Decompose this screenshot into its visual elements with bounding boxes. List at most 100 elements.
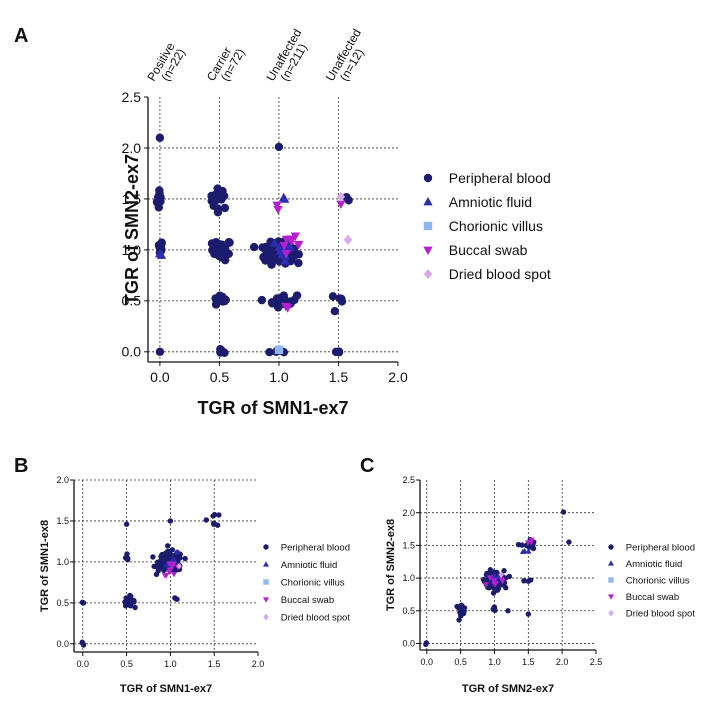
data-point-peripheral-blood bbox=[220, 244, 230, 253]
x-tick-label: 1.5 bbox=[208, 659, 221, 669]
data-point-peripheral-blood bbox=[167, 518, 174, 524]
data-point-peripheral-blood bbox=[155, 347, 165, 357]
data-point-peripheral-blood bbox=[169, 547, 176, 553]
data-point-buccal-swab bbox=[491, 578, 498, 584]
legend-marker-amniotic-fluid bbox=[423, 196, 433, 206]
legend-marker-dried-blood-spot bbox=[608, 609, 614, 617]
data-point-peripheral-blood bbox=[150, 554, 156, 560]
x-tick-label: 2.0 bbox=[252, 659, 265, 669]
legend-marker-chorionic-villus bbox=[263, 579, 269, 585]
data-points bbox=[152, 133, 353, 358]
data-point-peripheral-blood bbox=[334, 348, 344, 357]
x-tick-label: 1.0 bbox=[269, 369, 289, 385]
data-point-amniotic-fluid bbox=[154, 248, 165, 258]
data-points bbox=[79, 511, 222, 648]
legend-marker-chorionic-villus bbox=[423, 221, 433, 231]
x-tick-label: 1.0 bbox=[164, 659, 177, 669]
y-tick-label: 2.5 bbox=[402, 475, 415, 485]
data-point-amniotic-fluid bbox=[269, 238, 280, 247]
data-point-dried-blood-spot bbox=[336, 191, 346, 202]
data-point-peripheral-blood bbox=[155, 186, 164, 195]
data-point-peripheral-blood bbox=[211, 511, 218, 518]
data-point-buccal-swab bbox=[273, 206, 283, 215]
data-point-peripheral-blood bbox=[203, 517, 210, 523]
data-point-dried-blood-spot bbox=[343, 234, 353, 245]
legend-marker-buccal-swab bbox=[608, 594, 614, 600]
legend-marker-buccal-swab bbox=[423, 246, 433, 256]
data-point-peripheral-blood bbox=[342, 193, 351, 202]
x-tick-label: 0.5 bbox=[120, 659, 133, 669]
legend-label: Dried blood spot bbox=[626, 608, 696, 619]
data-point-peripheral-blood bbox=[174, 596, 180, 602]
y-tick-label: 0.5 bbox=[56, 598, 69, 608]
data-point-buccal-swab bbox=[281, 250, 291, 259]
data-point-dried-blood-spot bbox=[176, 562, 182, 570]
y-tick-label: 1.5 bbox=[122, 191, 142, 207]
x-tick-label: 2.0 bbox=[556, 657, 569, 667]
legend-label: Dried blood spot bbox=[449, 266, 551, 282]
data-point-peripheral-blood bbox=[212, 294, 221, 303]
data-point-peripheral-blood bbox=[153, 571, 160, 578]
data-point-peripheral-blood bbox=[249, 242, 259, 252]
data-point-buccal-swab bbox=[163, 573, 170, 579]
legend-label: Amniotic fluid bbox=[626, 559, 683, 570]
legend-label: Peripheral blood bbox=[281, 542, 350, 553]
data-point-peripheral-blood bbox=[486, 584, 492, 591]
data-point-buccal-swab bbox=[293, 240, 304, 250]
data-point-peripheral-blood bbox=[155, 194, 164, 203]
data-point-peripheral-blood bbox=[330, 307, 340, 316]
x-tick-label: 1.5 bbox=[522, 657, 535, 667]
x-tick-label: 1.5 bbox=[329, 369, 349, 385]
data-point-peripheral-blood bbox=[335, 294, 345, 303]
data-point-peripheral-blood bbox=[210, 520, 217, 527]
data-point-buccal-swab bbox=[166, 569, 173, 576]
data-point-peripheral-blood bbox=[490, 606, 496, 613]
data-point-peripheral-blood bbox=[257, 295, 267, 305]
data-point-buccal-swab bbox=[528, 537, 535, 544]
data-point-peripheral-blood bbox=[158, 553, 164, 560]
legend-marker-peripheral-blood bbox=[608, 544, 614, 550]
data-point-peripheral-blood bbox=[294, 258, 303, 268]
data-point-buccal-swab bbox=[281, 235, 292, 245]
data-point-peripheral-blood bbox=[79, 599, 86, 606]
x-tick-label: 2.0 bbox=[388, 369, 408, 385]
data-point-peripheral-blood bbox=[459, 602, 465, 609]
data-point-peripheral-blood bbox=[131, 597, 137, 604]
data-point-peripheral-blood bbox=[525, 611, 532, 617]
data-point-peripheral-blood bbox=[221, 295, 230, 305]
x-tick-label: 0.5 bbox=[210, 369, 230, 385]
legend-label: Buccal swab bbox=[281, 595, 334, 606]
data-point-peripheral-blood bbox=[218, 193, 227, 202]
data-point-peripheral-blood bbox=[207, 239, 217, 248]
panel-letter-c: C bbox=[360, 455, 374, 477]
data-points bbox=[423, 509, 572, 648]
legend-marker-amniotic-fluid bbox=[608, 560, 614, 566]
data-point-buccal-swab bbox=[486, 575, 493, 581]
y-tick-label: 0.0 bbox=[56, 639, 69, 649]
data-point-peripheral-blood bbox=[123, 521, 130, 527]
x-tick-label: 2.5 bbox=[590, 657, 603, 667]
y-axis-title: TGR of SMN2-ex8 bbox=[385, 519, 397, 611]
legend-label: Peripheral blood bbox=[449, 170, 551, 186]
legend-label: Buccal swab bbox=[626, 592, 679, 603]
data-point-buccal-swab bbox=[290, 232, 300, 241]
data-point-peripheral-blood bbox=[128, 593, 134, 600]
data-point-peripheral-blood bbox=[216, 512, 222, 518]
x-tick-label: 0.0 bbox=[150, 369, 170, 385]
y-axis-title: TGR of SMN1-ex8 bbox=[39, 520, 51, 612]
data-point-peripheral-blood bbox=[267, 260, 276, 269]
y-tick-label: 0.5 bbox=[122, 293, 142, 309]
x-axis-title: TGR of SMN1-ex7 bbox=[197, 398, 348, 418]
data-point-peripheral-blood bbox=[454, 603, 460, 610]
y-tick-label: 2.0 bbox=[402, 508, 415, 518]
data-point-buccal-swab bbox=[279, 241, 289, 251]
data-point-peripheral-blood bbox=[165, 543, 171, 549]
legend-marker-dried-blood-spot bbox=[423, 268, 433, 280]
data-point-peripheral-blood bbox=[210, 190, 220, 200]
x-axis-title: TGR of SMN1-ex7 bbox=[120, 683, 212, 695]
data-point-buccal-swab bbox=[170, 561, 177, 568]
panel-letter-b: B bbox=[14, 455, 28, 477]
y-tick-label: 1.5 bbox=[56, 516, 69, 526]
legend: Peripheral blood Amniotic fluid Chorionic … bbox=[608, 542, 695, 619]
